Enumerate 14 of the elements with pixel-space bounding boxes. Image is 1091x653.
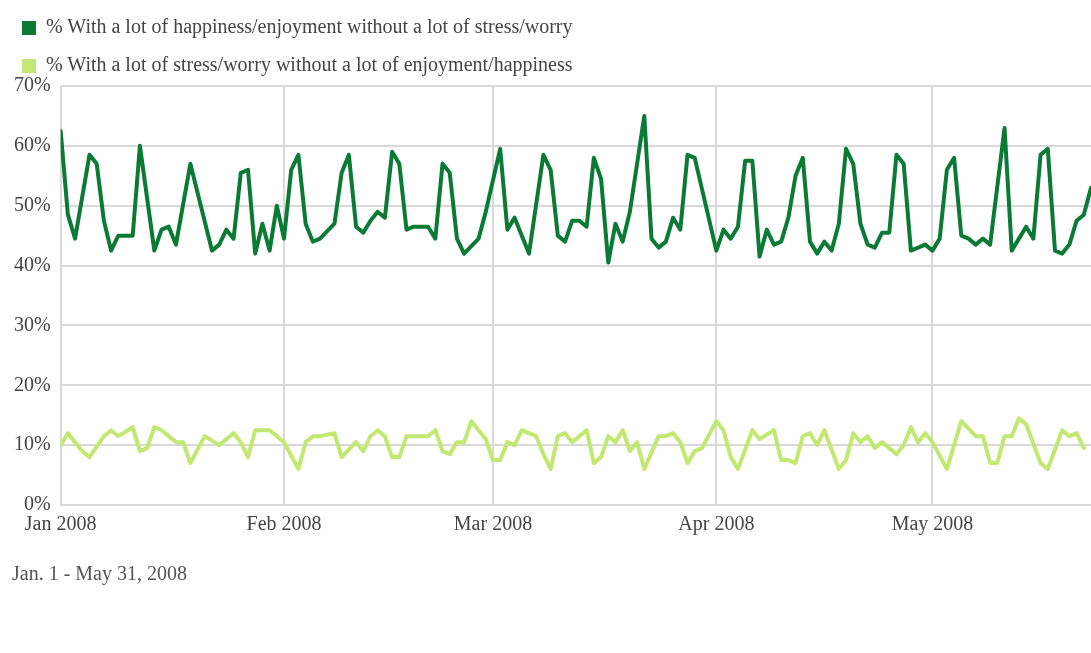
y-tick-label: 40%: [13, 252, 51, 275]
y-tick-label: 20%: [13, 372, 51, 395]
y-tick-label: 0%: [23, 492, 51, 515]
y-tick-label: 60%: [13, 133, 51, 156]
text: Jan. 1 - May 31, 2008: [12, 562, 187, 585]
x-tick-label: Jan 2008: [24, 512, 97, 535]
legend-label: % With a lot of happiness/enjoyment without a lot of stress/worry: [46, 15, 573, 39]
x-tick-label: Apr 2008: [678, 512, 755, 536]
x-tick-label: Mar 2008: [453, 512, 533, 535]
x-tick-label: Feb 2008: [246, 512, 322, 535]
y-tick-label: 10%: [13, 432, 51, 455]
x-tick-label: May 2008: [891, 512, 974, 536]
y-tick-label: 50%: [13, 192, 51, 215]
y-tick-label: 30%: [13, 312, 51, 335]
